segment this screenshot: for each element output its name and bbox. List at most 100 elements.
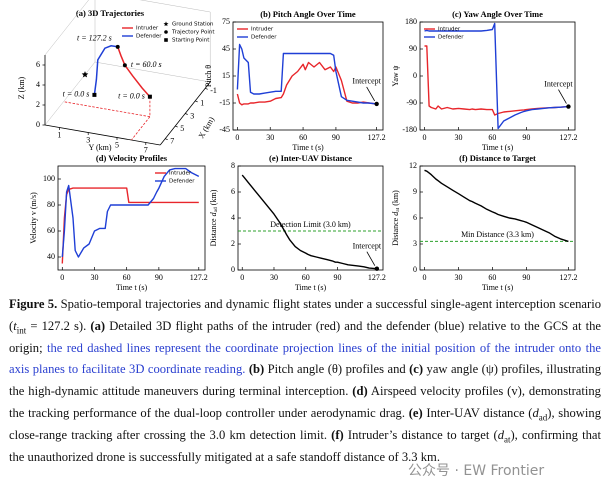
y-tick-label: 7 <box>144 145 148 154</box>
y-tick-label: 5 <box>115 140 119 149</box>
x-tick-label: 90 <box>522 273 530 282</box>
chart-title: (f) Distance to Target <box>459 153 536 163</box>
caption-text: ), confirming that the unauthorized dron… <box>9 427 601 464</box>
x-tick-label: 30 <box>266 133 274 142</box>
intercept-point <box>566 104 571 109</box>
x-tick-label: 7 <box>170 137 174 146</box>
y-tick-label: 12 <box>409 161 417 170</box>
reference-label: Min Distance (3.3 km) <box>461 230 534 239</box>
x-tick-label: 127.2 <box>368 273 386 282</box>
y-axis-label: Velocity v (m/s) <box>29 192 38 244</box>
caption-text: ), showing close-range tracking after cr… <box>9 405 601 442</box>
trajectory <box>93 45 118 95</box>
caption-text: Inter-UAV distance ( <box>422 405 533 420</box>
y-tick-label: 3 <box>86 135 90 144</box>
z-tick-label: 6 <box>36 60 40 69</box>
y-tick-label: -180 <box>402 125 417 134</box>
x-tick-label: -1 <box>210 86 217 95</box>
caption-text: (c) <box>409 362 424 377</box>
y-tick-label: 4 <box>231 213 235 222</box>
y-tick-label: 6 <box>413 213 417 222</box>
x-tick-label: 90 <box>522 133 530 142</box>
chart-title: (c) Yaw Angle Over Time <box>452 9 543 19</box>
x-axis-label: Time t (s) <box>292 143 324 152</box>
y-tick-label: 6 <box>231 187 235 196</box>
y-axis-label-part: d <box>391 211 400 216</box>
x-tick-label: 127.2 <box>190 273 208 282</box>
x-tick-label: 30 <box>90 273 98 282</box>
caption-text: (d) <box>352 384 368 399</box>
annotation-arrow <box>366 86 375 102</box>
legend-label: Starting Point <box>172 38 210 44</box>
legend-label: Trajectory Point <box>171 30 215 36</box>
caption-text: Figure 5. <box>9 297 58 311</box>
y-tick-label: 8 <box>231 161 235 170</box>
box-edge <box>139 0 211 13</box>
y-tick-label: 80 <box>47 200 55 209</box>
y-axis-label-part: Distance <box>391 216 400 246</box>
y-tick-label: 0 <box>231 265 235 274</box>
annotation: Intercept <box>353 242 382 251</box>
x-tick-label: 0 <box>60 273 64 282</box>
x-tick-label: 60 <box>488 133 496 142</box>
x-tick-label: 60 <box>488 273 496 282</box>
y-axis-label-part: (km) <box>391 190 400 208</box>
legend-label: Defender <box>169 179 195 185</box>
legend-label: Defender <box>438 35 464 41</box>
caption-text: (a) <box>90 318 106 333</box>
data-line <box>61 167 200 258</box>
ground-station <box>81 71 89 78</box>
projection-line <box>63 101 150 118</box>
box-edge <box>44 0 89 56</box>
y-axis-label-part: ad <box>213 207 219 212</box>
x-tick-label: 90 <box>332 133 340 142</box>
x-axis-label: Time t (s) <box>482 283 514 292</box>
legend-label: Intruder <box>136 26 159 32</box>
annotation-arrow <box>366 251 376 266</box>
box-edge <box>44 61 96 126</box>
data-line <box>424 22 569 130</box>
trajectory-point <box>115 44 120 49</box>
x-axis-label: Time t (s) <box>116 283 148 292</box>
z-tick-label: 0 <box>36 120 40 129</box>
caption-text: Detailed 3D flight paths of the intruder… <box>9 318 601 355</box>
x-tick-label: 127.2 <box>559 133 577 142</box>
y-axis-label-part: Distance <box>209 216 218 246</box>
caption-text: (b) <box>248 362 265 377</box>
legend-label: Ground Station <box>172 22 214 28</box>
watermark: 公众号 · EW Frontier <box>408 463 545 479</box>
y-axis-label: Pitch θ <box>204 65 213 87</box>
x-tick-label: 30 <box>454 133 462 142</box>
data-line <box>236 61 377 106</box>
z-tick-label: 2 <box>36 100 40 109</box>
annotation: Intercept <box>544 79 573 88</box>
data-line <box>236 43 377 105</box>
x-tick-label: 0 <box>235 133 239 142</box>
legend-symbol <box>163 21 169 27</box>
y-tick-label: 40 <box>47 252 55 261</box>
annotation-arrow <box>558 89 567 104</box>
legend-label: Defender <box>136 34 162 40</box>
z-axis-label: Z (km) <box>17 76 26 99</box>
y-axis-label: Distance dat (km) <box>391 190 401 246</box>
starting-point <box>92 92 97 97</box>
legend-label: Defender <box>251 35 277 41</box>
y-tick-label: 1 <box>57 130 61 139</box>
time-annotation: t = 127.2 s <box>77 34 112 43</box>
caption-text: d <box>532 405 539 420</box>
y-axis-label: Distance dad (km) <box>209 189 219 246</box>
x-tick <box>175 125 178 128</box>
data-line <box>61 187 199 264</box>
x-tick <box>195 100 198 103</box>
legend-label: Intruder <box>438 27 461 33</box>
caption-text: ad <box>538 412 548 423</box>
z-tick-label: 4 <box>36 80 40 89</box>
caption-text: the red dashed lines represent the coord… <box>9 340 602 377</box>
legend-label: Intruder <box>251 27 274 33</box>
y-tick-label: -45 <box>219 125 230 134</box>
caption-text: d <box>497 427 504 442</box>
data-line <box>424 169 569 243</box>
data-line <box>241 174 377 270</box>
y-tick-label: 90 <box>409 44 417 53</box>
